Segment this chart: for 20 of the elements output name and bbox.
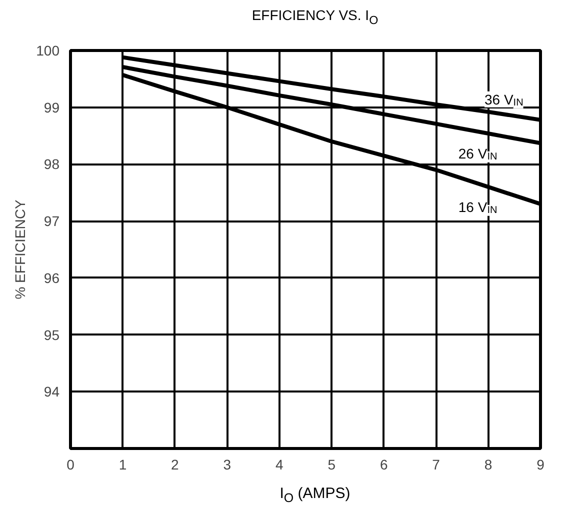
y-tick-label: 98 (44, 156, 60, 172)
y-tick-label: 96 (44, 270, 60, 286)
x-tick-label: 4 (275, 456, 284, 472)
x-tick-label: 7 (432, 456, 440, 472)
x-tick-label: 2 (171, 456, 180, 472)
x-tick-label: 5 (328, 456, 336, 472)
y-tick-label: 97 (44, 213, 60, 230)
x-tick-label: 6 (380, 456, 388, 472)
y-tick-label: 95 (44, 326, 60, 343)
y-tick-label: 100 (36, 42, 60, 58)
y-tick-label: 99 (44, 99, 60, 116)
x-tick-label: 8 (484, 456, 492, 472)
chart-title: EFFICIENCY VS. I$_{O}$ (252, 6, 378, 29)
x-tick-label: 0 (66, 456, 75, 472)
x-axis-title: I$_{O}$ (AMPS) (280, 484, 350, 507)
x-tick-label: 9 (536, 456, 545, 472)
y-tick-label: 94 (44, 384, 60, 400)
x-tick-label: 1 (118, 456, 127, 472)
x-tick-label: 3 (223, 456, 232, 472)
y-axis-title: % EFFICIENCY (12, 199, 28, 300)
